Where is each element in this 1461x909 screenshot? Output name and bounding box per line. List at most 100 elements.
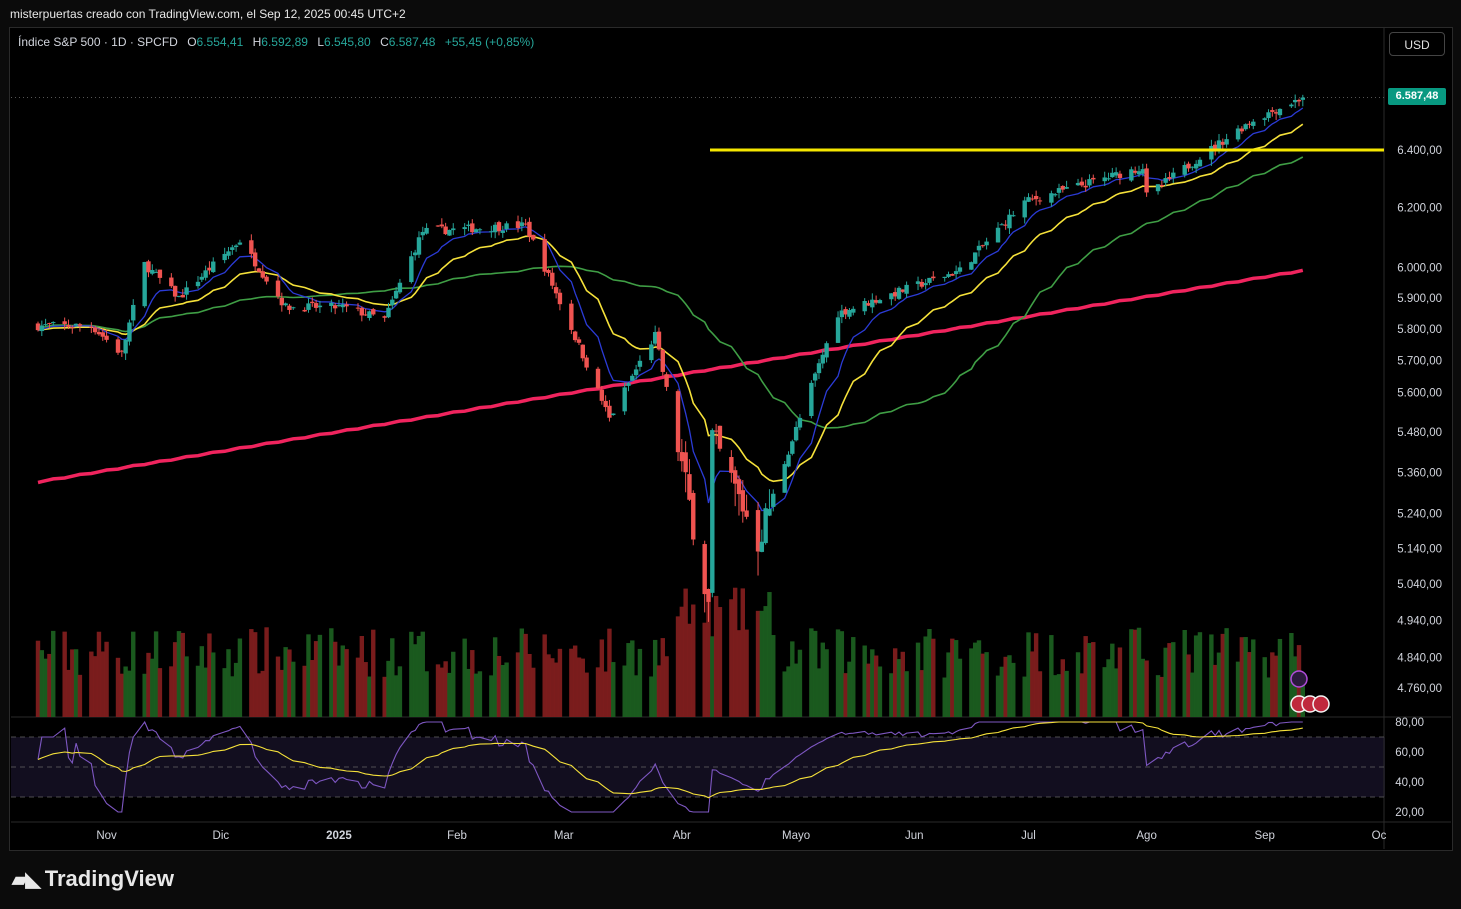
volume-bar xyxy=(691,604,696,717)
high-label: H xyxy=(252,35,262,49)
volume-bar xyxy=(946,652,951,717)
time-axis-label: Oc xyxy=(1372,830,1387,842)
volume-bar xyxy=(626,643,631,717)
candle-body xyxy=(47,323,52,325)
candle-body xyxy=(115,339,121,353)
candle-body xyxy=(527,221,532,237)
candle-body xyxy=(1292,99,1298,103)
candle-body xyxy=(999,224,1005,226)
volume-bar xyxy=(851,637,856,717)
volume-bar xyxy=(995,675,1001,717)
candle-body xyxy=(976,245,982,251)
candle-body xyxy=(249,240,254,254)
volume-bar xyxy=(409,631,414,717)
candle-body xyxy=(553,287,559,294)
candle-body xyxy=(359,307,365,316)
volume-bar xyxy=(489,675,494,717)
volume-bar xyxy=(313,641,319,717)
price-axis-label: 4.940,00 xyxy=(1397,616,1442,628)
candle-body xyxy=(851,308,856,313)
rsi-axis-label: 40,00 xyxy=(1395,777,1424,789)
volume-bar xyxy=(1155,675,1161,717)
volume-bar xyxy=(340,645,345,717)
currency-button[interactable]: USD xyxy=(1389,32,1445,56)
open-label: O xyxy=(187,35,197,49)
volume-bar xyxy=(1110,643,1115,717)
candle-body xyxy=(633,369,639,376)
volume-bar xyxy=(812,630,818,717)
candle-body xyxy=(1277,108,1283,116)
candle-body xyxy=(226,251,231,256)
volume-bar xyxy=(211,652,216,717)
volume-bar xyxy=(649,676,654,717)
time-axis-label: 2025 xyxy=(326,830,352,842)
volume-bar xyxy=(73,649,79,717)
volume-bar xyxy=(153,631,159,717)
candle-body xyxy=(740,490,745,512)
volume-bar xyxy=(344,649,349,717)
candle-body xyxy=(1110,172,1115,178)
volume-bar xyxy=(523,633,528,717)
volume-bar xyxy=(652,639,658,717)
volume-bar xyxy=(1235,661,1241,717)
candle-body xyxy=(184,287,189,295)
candle-body xyxy=(569,303,574,330)
low-label: L xyxy=(317,35,325,49)
volume-bar xyxy=(424,671,429,717)
candle-body xyxy=(1136,171,1142,175)
volume-bar xyxy=(1171,642,1176,717)
volume-bar xyxy=(1209,634,1214,717)
candle-body xyxy=(1091,177,1096,180)
candle-body xyxy=(546,270,551,273)
high-value: 6.592,89 xyxy=(261,35,308,49)
candle-body xyxy=(1037,200,1043,202)
candle-body xyxy=(580,344,585,359)
candle-body xyxy=(96,332,102,335)
candle-body xyxy=(439,224,445,227)
volume-bar xyxy=(386,660,391,717)
price-axis-label: 5.360,00 xyxy=(1397,467,1442,479)
candle-body xyxy=(222,253,227,261)
volume-bar xyxy=(866,663,871,717)
volume-bar xyxy=(706,592,711,717)
volume-bar xyxy=(397,666,403,717)
candle-body xyxy=(1079,181,1085,186)
candle-body xyxy=(89,326,94,328)
tradingview-logo-icon: ▰◣ xyxy=(12,868,41,891)
candle-body xyxy=(435,225,441,227)
volume-bar xyxy=(119,673,125,717)
volume-bar xyxy=(1224,628,1229,717)
volume-bar xyxy=(927,629,932,717)
volume-bar xyxy=(336,665,342,717)
volume-bar xyxy=(889,673,894,717)
candle-body xyxy=(131,304,136,321)
volume-bar xyxy=(180,632,185,717)
candle-body xyxy=(371,309,376,315)
candle-body xyxy=(310,301,315,304)
candle-body xyxy=(275,280,281,297)
price-axis-label: 6.200,00 xyxy=(1397,203,1442,215)
candle-body xyxy=(1060,186,1065,190)
candle-body xyxy=(390,299,395,306)
candle-body xyxy=(1075,182,1081,186)
candle-body xyxy=(496,222,502,232)
low-value: 6.545,80 xyxy=(324,35,371,49)
volume-bar xyxy=(771,635,776,717)
candle-body xyxy=(1220,141,1226,145)
volume-bar xyxy=(492,637,498,717)
volume-bar xyxy=(683,588,688,717)
price-axis-label: 5.140,00 xyxy=(1397,543,1442,555)
candle-body xyxy=(736,479,742,495)
tradingview-logo[interactable]: ▰◣ TradingView xyxy=(12,866,174,892)
candle-body xyxy=(470,223,475,233)
candle-body xyxy=(1022,200,1027,218)
candle-body xyxy=(1159,185,1165,187)
candle-body xyxy=(786,454,791,467)
time-axis-label: Abr xyxy=(673,830,691,842)
candle-body xyxy=(1052,194,1058,196)
candle-body xyxy=(1106,178,1111,180)
candle-body xyxy=(1266,112,1271,119)
volume-bar xyxy=(1079,673,1085,717)
lightning-event-icon xyxy=(1290,670,1308,688)
